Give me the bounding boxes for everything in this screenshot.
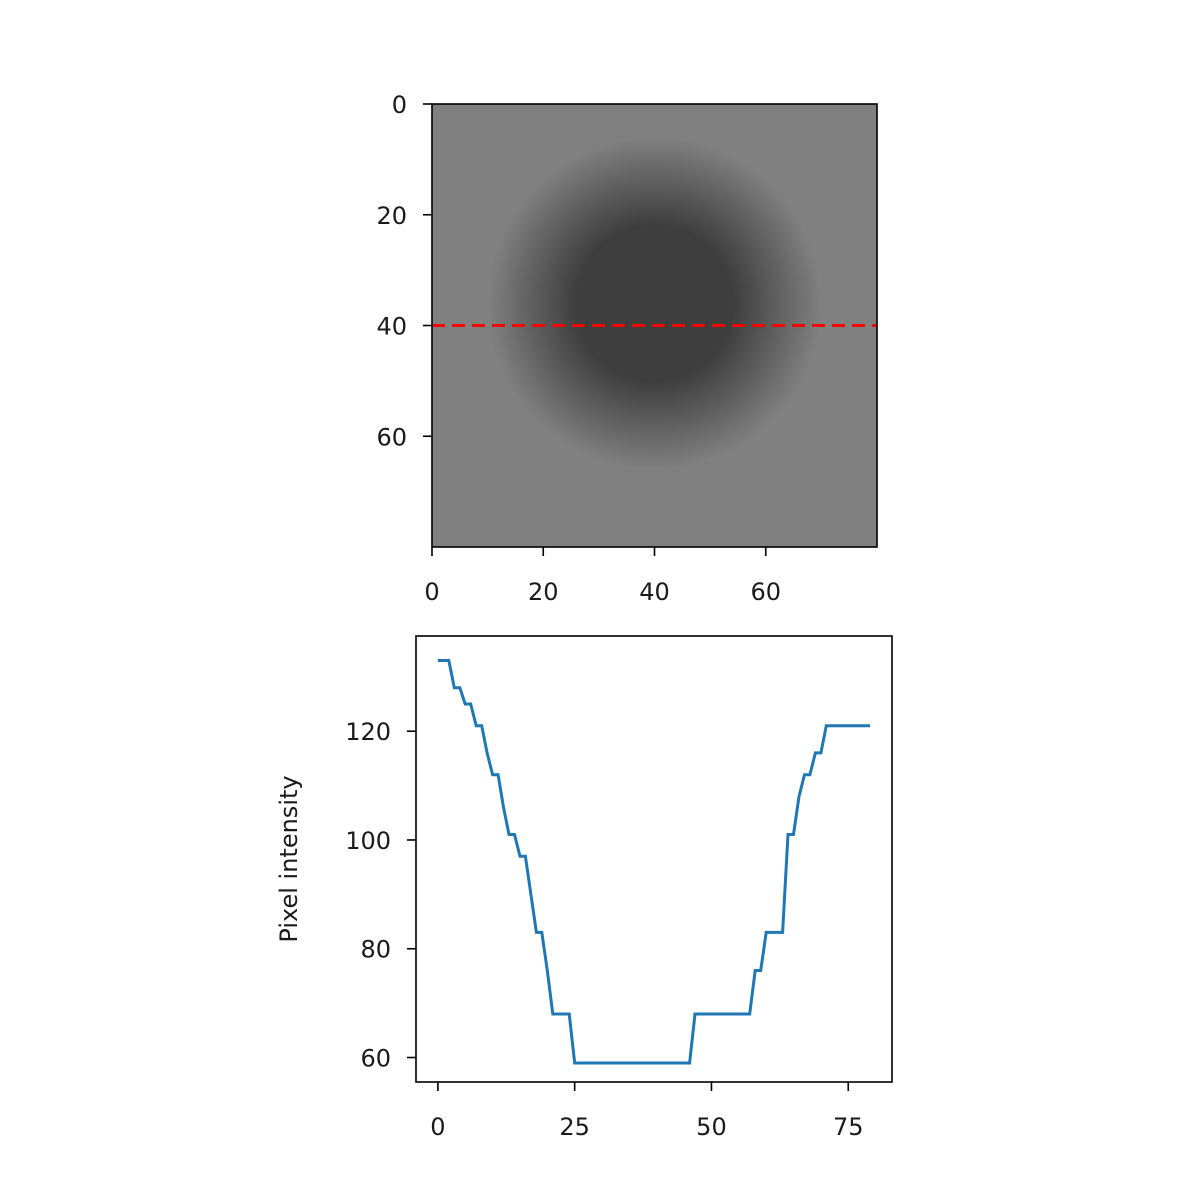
profile-y-axis-label: Pixel intensity — [275, 775, 303, 942]
image-x-tick-label: 40 — [639, 578, 670, 606]
image-x-ticks: 0 20 40 60 — [424, 547, 781, 606]
profile-y-tick-label: 80 — [360, 936, 391, 964]
profile-y-tick-label: 100 — [345, 827, 391, 855]
profile-y-tick-label: 120 — [345, 718, 391, 746]
profile-y-ticks: 60 80 100 120 — [345, 718, 416, 1073]
image-x-tick-label: 60 — [750, 578, 781, 606]
image-x-tick-label: 0 — [424, 578, 439, 606]
profile-x-tick-label: 25 — [559, 1113, 590, 1141]
profile-x-tick-label: 50 — [696, 1113, 727, 1141]
profile-frame — [415, 635, 893, 1083]
image-panel: 0 20 40 60 0 20 40 60 — [376, 91, 878, 606]
image-y-tick-label: 20 — [376, 202, 407, 230]
profile-y-tick-label: 60 — [360, 1045, 391, 1073]
profile-x-tick-label: 0 — [430, 1113, 445, 1141]
image-y-ticks: 0 20 40 60 — [376, 91, 432, 451]
image-x-tick-label: 20 — [528, 578, 559, 606]
image-y-tick-label: 0 — [392, 91, 407, 119]
image-y-tick-label: 60 — [376, 423, 407, 451]
dark-blob — [487, 137, 822, 470]
profile-x-ticks: 0 25 50 75 — [430, 1082, 864, 1141]
profile-x-tick-label: 75 — [833, 1113, 864, 1141]
image-y-tick-label: 40 — [376, 313, 407, 341]
profile-series — [437, 659, 871, 1065]
profile-panel: 0 25 50 75 60 80 100 120 Pixel intensity — [275, 635, 893, 1141]
